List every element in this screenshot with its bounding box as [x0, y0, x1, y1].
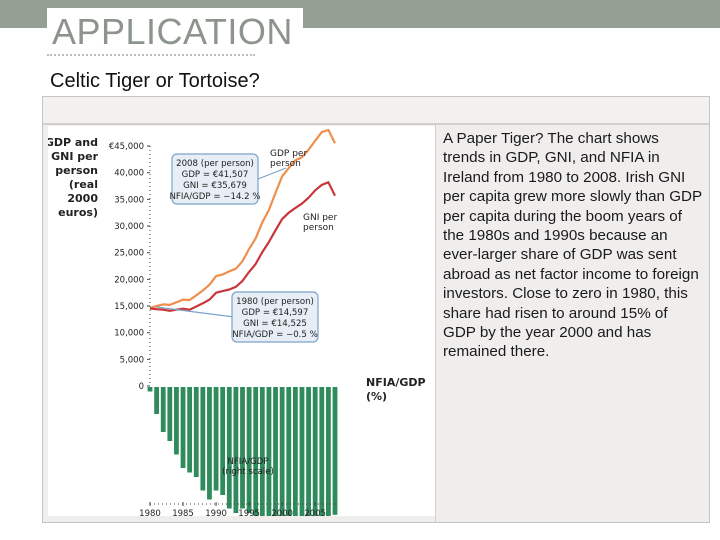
- y-axis-title-line: GDP and: [48, 136, 98, 149]
- gni-line: [149, 181, 336, 312]
- callout-text: 2008 (per person): [176, 159, 254, 169]
- nfia-bar: [279, 387, 285, 516]
- right-axis-label: NFIA/GDP: [366, 376, 426, 389]
- nfia-bar: [306, 387, 311, 516]
- callout-box: [171, 153, 259, 205]
- nfia-bar: [180, 387, 186, 468]
- y-tick-label: 40,000: [114, 169, 144, 179]
- nfia-bar: [273, 387, 278, 516]
- callout-leader-line: [155, 306, 235, 318]
- nfia-bar: [325, 387, 331, 516]
- right-axis-label: (%): [366, 390, 387, 403]
- callout-text: NFIA/GDP = −14.2 %: [169, 192, 260, 202]
- x-tick-label: 1985: [172, 509, 194, 516]
- x-tick-label: 2005: [304, 509, 326, 516]
- nfia-bar: [332, 387, 338, 515]
- x-tick-label: 1980: [139, 509, 161, 516]
- nfia-bar: [193, 387, 199, 477]
- y-axis-title-line: (real: [69, 178, 98, 191]
- nfia-bar: [147, 387, 153, 392]
- y-tick-label: 15,000: [114, 302, 144, 312]
- nfia-bar: [207, 387, 212, 500]
- nfia-bar: [319, 387, 325, 516]
- nfia-bar: [167, 387, 173, 441]
- nfia-bar: [174, 387, 179, 455]
- y-tick-label: 35,000: [114, 195, 144, 205]
- y-axis-title-line: GNI per: [51, 150, 98, 163]
- y-tick-label: 20,000: [114, 275, 144, 285]
- nfia-bar: [160, 387, 166, 432]
- gni-series-label: GNI per: [303, 213, 337, 223]
- y-tick-label: €45,000: [109, 142, 144, 152]
- callout-leader-line: [257, 167, 287, 180]
- callout-text: GDP = €41,507: [182, 170, 249, 180]
- x-tick-label: 1990: [205, 509, 227, 516]
- y-tick-label: 0: [139, 382, 144, 392]
- nfia-bar: [292, 387, 298, 516]
- y-axis-title-line: person: [55, 164, 98, 177]
- nfia-bar: [187, 387, 193, 473]
- title-underline: [47, 54, 255, 56]
- nfia-bar: [213, 387, 219, 491]
- chart-figure: GDP and GNI per person (real 2000 euros) €45,0…: [48, 126, 435, 516]
- title-box: [47, 8, 303, 58]
- x-tick-label: 1995: [238, 509, 260, 516]
- nfia-bar: [220, 387, 226, 495]
- callout-text: NFIA/GDP = −0.5 %: [232, 330, 318, 340]
- gdp-series-label: person: [270, 159, 301, 169]
- chart-caption: A Paper Tiger? The chart shows trends in…: [443, 130, 702, 361]
- slide-title: APPLICATION: [52, 11, 293, 52]
- nfia-bar: [154, 387, 160, 414]
- gdp-line: [149, 128, 336, 310]
- nfia-bar: [286, 387, 292, 516]
- nfia-bar: [240, 387, 245, 509]
- y-tick-label: 25,000: [114, 249, 144, 259]
- gdp-series-label: GDP per: [270, 149, 307, 159]
- callout-text: 1980 (per person): [236, 297, 314, 307]
- nfia-bar: [200, 387, 206, 491]
- y-axis-title-line: euros): [58, 206, 98, 219]
- y-tick-label: 10,000: [114, 329, 144, 339]
- gni-series-label: person: [303, 223, 334, 233]
- nfia-bar: [246, 387, 252, 513]
- callout-box: [231, 291, 319, 343]
- nfia-bar: [259, 387, 265, 516]
- panel-divider: [435, 125, 436, 522]
- nfia-bar: [299, 387, 305, 516]
- nfia-bar: [233, 387, 239, 513]
- nfia-bar: [253, 387, 259, 516]
- nfia-bar-label: (right scale): [222, 467, 274, 477]
- y-tick-label: 5,000: [120, 355, 144, 365]
- nfia-bar: [312, 387, 318, 516]
- y-tick-label: 30,000: [114, 222, 144, 232]
- nfia-bar-label: NFIA/GDP: [227, 457, 268, 467]
- callout-text: GNI = €14,525: [243, 319, 307, 329]
- callout-text: GDP = €14,597: [242, 308, 309, 318]
- nfia-bar: [226, 387, 232, 509]
- y-axis-title-line: 2000: [67, 192, 98, 205]
- callout-text: GNI = €35,679: [183, 181, 247, 191]
- panel-header: [43, 97, 709, 125]
- x-tick-label: 2000: [271, 509, 293, 516]
- slide-subtitle: Celtic Tiger or Tortoise?: [50, 70, 260, 92]
- nfia-bar: [266, 387, 272, 516]
